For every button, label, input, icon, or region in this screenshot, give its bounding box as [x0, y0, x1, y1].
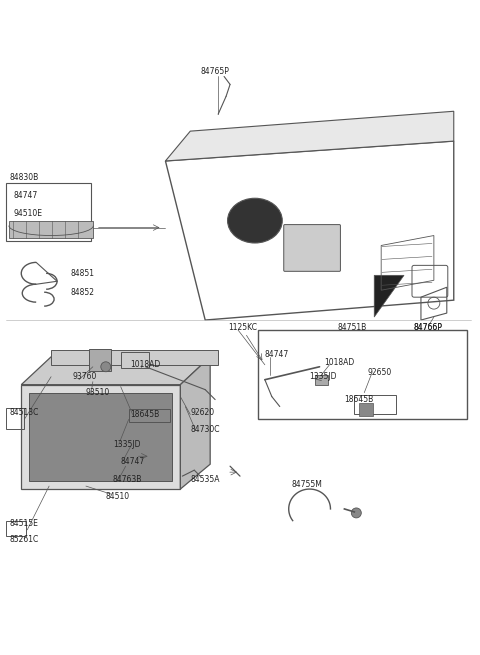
Text: 1125KC: 1125KC	[228, 322, 257, 331]
FancyBboxPatch shape	[51, 350, 218, 365]
Text: 18645B: 18645B	[131, 410, 160, 419]
Text: 1335JD: 1335JD	[113, 440, 140, 449]
Circle shape	[351, 508, 361, 518]
Text: 18645B: 18645B	[344, 395, 373, 404]
Text: 92620: 92620	[190, 408, 215, 417]
Polygon shape	[29, 392, 172, 481]
Text: 84751B: 84751B	[337, 322, 367, 331]
Text: 84765P: 84765P	[200, 67, 229, 76]
Text: 84766P: 84766P	[414, 322, 443, 331]
Text: 1018AD: 1018AD	[324, 358, 355, 367]
FancyBboxPatch shape	[314, 375, 328, 384]
Text: 93510: 93510	[86, 388, 110, 397]
Text: 1335JD: 1335JD	[310, 372, 337, 381]
Text: 85261C: 85261C	[9, 535, 38, 544]
Text: 84852: 84852	[71, 288, 95, 297]
Text: 84747: 84747	[265, 350, 289, 360]
Polygon shape	[21, 357, 210, 384]
Text: 84766P: 84766P	[414, 322, 443, 331]
Text: 93760: 93760	[73, 372, 97, 381]
Polygon shape	[180, 357, 210, 489]
Text: 84535A: 84535A	[190, 475, 220, 483]
Text: 1018AD: 1018AD	[131, 360, 161, 369]
Text: 84851: 84851	[71, 269, 95, 278]
Polygon shape	[374, 275, 404, 317]
Text: 84747: 84747	[120, 457, 145, 466]
Text: 84755M: 84755M	[292, 479, 323, 489]
Ellipse shape	[228, 198, 282, 243]
FancyBboxPatch shape	[284, 225, 340, 271]
Text: 84730C: 84730C	[190, 425, 220, 434]
Polygon shape	[9, 221, 93, 238]
FancyBboxPatch shape	[89, 349, 111, 371]
Text: 94510E: 94510E	[13, 209, 42, 218]
Polygon shape	[166, 111, 454, 161]
Text: 84830B: 84830B	[9, 174, 38, 182]
Text: 92650: 92650	[367, 368, 392, 377]
FancyBboxPatch shape	[120, 352, 148, 367]
Text: 84510: 84510	[106, 491, 130, 500]
Text: 84515E: 84515E	[9, 519, 38, 529]
Text: 84763B: 84763B	[113, 475, 142, 483]
Text: 84513C: 84513C	[9, 408, 39, 417]
Text: 84747: 84747	[13, 191, 37, 200]
FancyBboxPatch shape	[360, 403, 373, 417]
Polygon shape	[21, 384, 180, 489]
Circle shape	[101, 362, 111, 372]
